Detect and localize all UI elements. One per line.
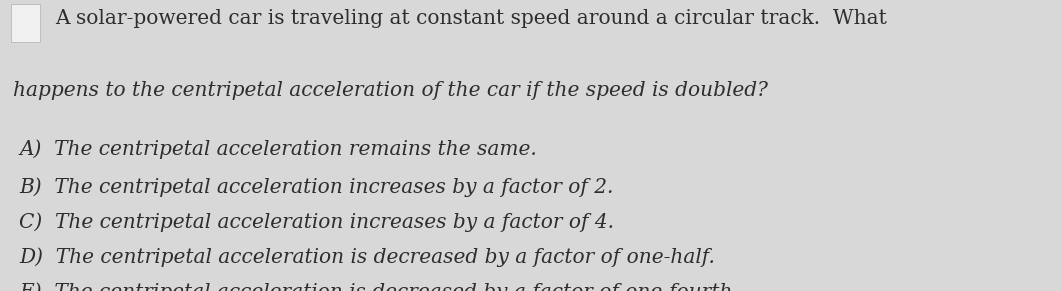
- Text: happens to the centripetal acceleration of the car if the speed is doubled?: happens to the centripetal acceleration …: [13, 81, 768, 100]
- Text: A solar-powered car is traveling at constant speed around a circular track.  Wha: A solar-powered car is traveling at cons…: [55, 9, 887, 28]
- Text: E)  The centripetal acceleration is decreased by a factor of one-fourth.: E) The centripetal acceleration is decre…: [19, 282, 739, 291]
- Text: D)  The centripetal acceleration is decreased by a factor of one-half.: D) The centripetal acceleration is decre…: [19, 247, 715, 267]
- Text: A)  The centripetal acceleration remains the same.: A) The centripetal acceleration remains …: [19, 140, 537, 159]
- Text: C)  The centripetal acceleration increases by a factor of 4.: C) The centripetal acceleration increase…: [19, 212, 614, 232]
- Text: B)  The centripetal acceleration increases by a factor of 2.: B) The centripetal acceleration increase…: [19, 178, 614, 197]
- Bar: [11, 4, 40, 42]
